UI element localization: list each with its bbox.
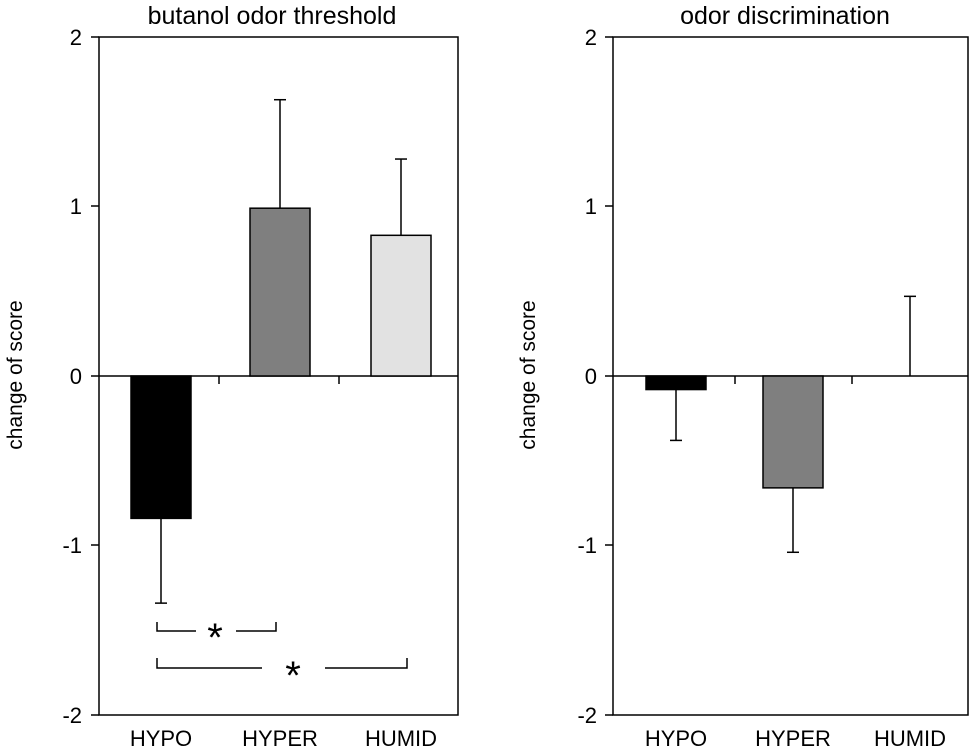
y-tick-label: -1 — [62, 533, 82, 558]
y-tick-label: -2 — [577, 703, 597, 728]
y-tick-label: 2 — [70, 25, 82, 50]
x-tick-label: HUMID — [365, 726, 437, 749]
y-ticks: 2 1 0 -1 -2 — [62, 25, 99, 728]
bar-hyper — [249, 207, 311, 377]
bar-humid — [370, 234, 432, 377]
x-tick-label: HYPO — [130, 726, 192, 749]
y-tick-label: 1 — [585, 194, 597, 219]
significance-brackets: * * — [156, 616, 408, 698]
bars — [130, 98, 432, 604]
significance-bracket — [156, 622, 277, 632]
y-axis-label: change of score — [517, 300, 540, 449]
chart-title: odor discrimination — [680, 2, 890, 30]
x-tick-label: HYPER — [242, 726, 318, 749]
y-tick-label: 2 — [585, 25, 597, 50]
x-tick-marks — [218, 376, 340, 384]
bar-hypo — [645, 375, 707, 391]
x-category-labels: HYPO HYPER HUMID — [130, 726, 437, 749]
significance-star: * — [207, 616, 223, 660]
y-tick-label: 0 — [70, 364, 82, 389]
error-bar-hypo — [155, 518, 167, 604]
y-axis-label: change of score — [4, 300, 27, 449]
x-tick-marks — [734, 376, 853, 384]
panel-odor-discrimination: odor discrimination change of score 2 1 … — [517, 2, 969, 749]
y-tick-label: -1 — [577, 533, 597, 558]
x-category-labels: HYPO HYPER HUMID — [645, 726, 946, 749]
chart-title: butanol odor threshold — [148, 2, 397, 30]
bar-hypo — [130, 375, 192, 520]
x-tick-label: HYPER — [755, 726, 831, 749]
significance-star: * — [285, 654, 301, 698]
error-bar-humid — [395, 158, 407, 236]
significance-bracket — [156, 658, 408, 669]
y-tick-label: 0 — [585, 364, 597, 389]
error-bar-hyper — [787, 487, 799, 554]
y-tick-label: -2 — [62, 703, 82, 728]
error-bar-hypo — [670, 389, 682, 442]
y-ticks: 2 1 0 -1 -2 — [577, 25, 613, 728]
panel-butanol-threshold: butanol odor threshold change of score 2… — [4, 2, 459, 749]
y-tick-label: 1 — [70, 194, 82, 219]
x-tick-label: HUMID — [874, 726, 946, 749]
bar-hyper — [762, 375, 824, 489]
error-bar-humid — [904, 295, 916, 376]
error-bar-hyper — [274, 98, 286, 209]
x-tick-label: HYPO — [645, 726, 707, 749]
bars — [645, 295, 916, 554]
